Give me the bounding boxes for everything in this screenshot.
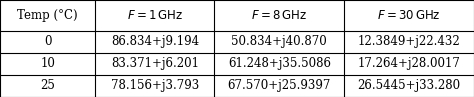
Text: $F = 1\,\mathrm{GHz}$: $F = 1\,\mathrm{GHz}$: [127, 9, 183, 22]
Bar: [0, 53, 95, 75]
Bar: [344, 31, 474, 53]
Text: 50.834+j40.870: 50.834+j40.870: [231, 35, 327, 48]
Text: 26.5445+j33.280: 26.5445+j33.280: [357, 79, 461, 92]
Text: 78.156+j3.793: 78.156+j3.793: [111, 79, 199, 92]
Text: 67.570+j25.9397: 67.570+j25.9397: [228, 79, 331, 92]
Bar: [215, 75, 344, 97]
Bar: [95, 75, 215, 97]
Bar: [95, 31, 215, 53]
Text: $F = 30\,\mathrm{GHz}$: $F = 30\,\mathrm{GHz}$: [377, 9, 441, 22]
Bar: [215, 31, 344, 53]
Bar: [344, 75, 474, 97]
Bar: [95, 53, 215, 75]
Text: 10: 10: [40, 57, 55, 70]
Text: 17.264+j28.0017: 17.264+j28.0017: [358, 57, 461, 70]
Bar: [0, 75, 95, 97]
Bar: [95, 0, 215, 31]
Bar: [344, 53, 474, 75]
Bar: [344, 0, 474, 31]
Text: 61.248+j35.5086: 61.248+j35.5086: [228, 57, 331, 70]
Bar: [0, 0, 95, 31]
Text: 0: 0: [44, 35, 51, 48]
Text: $F = 8\,\mathrm{GHz}$: $F = 8\,\mathrm{GHz}$: [251, 9, 308, 22]
Bar: [215, 53, 344, 75]
Bar: [215, 0, 344, 31]
Text: 12.3849+j22.432: 12.3849+j22.432: [358, 35, 461, 48]
Text: Temp (°C): Temp (°C): [18, 9, 78, 22]
Text: 25: 25: [40, 79, 55, 92]
Text: 86.834+j9.194: 86.834+j9.194: [111, 35, 199, 48]
Text: 83.371+j6.201: 83.371+j6.201: [111, 57, 199, 70]
Bar: [0, 31, 95, 53]
